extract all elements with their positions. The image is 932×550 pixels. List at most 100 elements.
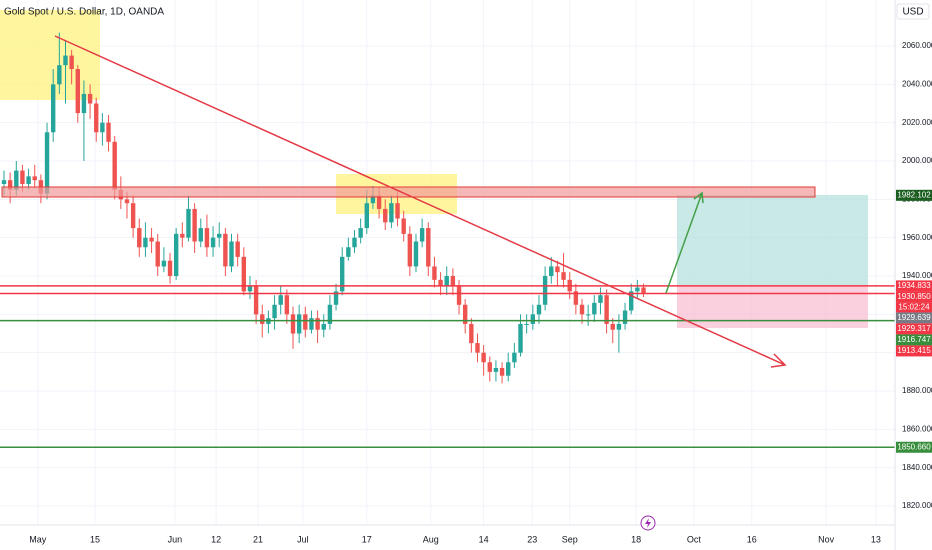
candle-body [346,247,351,257]
chart-title: Gold Spot / U.S. Dollar, 1D, OANDA [4,7,164,18]
candle-body [198,228,203,242]
stop-zone [677,285,868,328]
x-tick-label: Aug [423,534,439,544]
candle-body [210,237,216,248]
candle-body [383,208,388,223]
price-tag [896,312,932,324]
candle-body [235,241,240,257]
candle-body [616,323,622,330]
price-tag [896,189,932,201]
candle-body [137,228,142,248]
y-tick-label: 1860.000 [902,424,932,433]
candle-body [20,170,25,185]
candle-body [629,291,634,311]
candle-body [407,233,413,267]
candle-body [229,241,234,267]
candle-body [32,176,37,181]
candle-body [26,176,31,185]
candle-body [376,195,382,209]
candle-body [143,237,148,248]
candle-body [493,368,499,372]
candle-body [278,295,283,305]
candle-body [223,233,228,267]
price-tag [896,280,932,292]
candle-body [69,55,74,70]
x-tick-label: 21 [253,534,263,544]
x-tick-label: May [29,534,47,544]
candle-body [573,291,579,305]
candle-body [217,233,222,238]
candle-body [315,318,320,330]
candle-body [622,310,628,324]
candle-body [542,276,548,305]
candle-body [549,266,554,277]
candle-body [339,256,345,292]
y-tick-label: 1840.000 [902,463,932,472]
trend-line [54,35,786,366]
x-tick-label: 14 [479,534,489,544]
candle-body [186,208,191,238]
candle-body [290,314,296,334]
price-tag [896,345,932,357]
levels [0,285,895,449]
candle-body [253,285,259,315]
candle-body [173,233,179,277]
price-tag-label: 1930.850 [897,292,931,301]
currency: USD [902,7,923,18]
candle-body [352,237,357,248]
candle-body [149,237,154,242]
candle-body [155,241,160,267]
x-tick-label: 17 [362,534,372,544]
x-tick-label: 12 [211,534,221,544]
axis: 1820.0001840.0001860.0001880.0001900.000… [29,41,932,544]
candle-body [438,279,443,286]
candle-body [450,276,456,286]
candle-body [481,352,486,363]
candle-body [14,170,19,190]
y-tick-label: 1880.000 [902,386,932,395]
price-tag [896,441,932,453]
candle-body [167,260,173,277]
y-tick-label: 2040.000 [902,79,932,88]
candle-body [303,314,308,330]
x-tick-label: Oct [687,534,702,544]
candle-body [506,362,511,376]
candle-body [1,180,7,185]
candle-body [57,65,62,85]
x-tick-label: Nov [818,534,835,544]
candle-body [487,362,492,372]
price-tag-label: 1929.317 [897,324,931,333]
candle-body [296,314,302,334]
lightning [645,518,651,528]
price-tag [896,323,932,335]
candle-body [585,314,591,316]
arrow-head [770,353,787,368]
x-tick-label: Sep [562,534,578,544]
candle-body [124,199,130,204]
candle-body [63,55,68,66]
candle-body [413,241,419,267]
y-tick-label: 1820.000 [902,501,932,510]
candle-body [81,93,87,114]
candle-body [309,318,314,330]
currency-box[interactable] [896,3,930,20]
candle-body [530,314,536,324]
x-tick-label: Jun [168,534,183,544]
projection-arrow [665,192,703,294]
candle-body [161,260,167,267]
candle-body [536,304,542,315]
candle-body [364,203,369,229]
candle-body [512,352,517,363]
candle-body [204,228,210,248]
x-tick-label: 18 [631,534,641,544]
resistance-zone [1,186,816,198]
candle-body [389,203,394,223]
candle-body [592,302,597,315]
candle-body [555,266,560,273]
candle-body [44,132,50,194]
candle-body [395,203,400,219]
candle-body [604,295,609,324]
candle-body [475,343,480,353]
candle-body [462,304,468,324]
